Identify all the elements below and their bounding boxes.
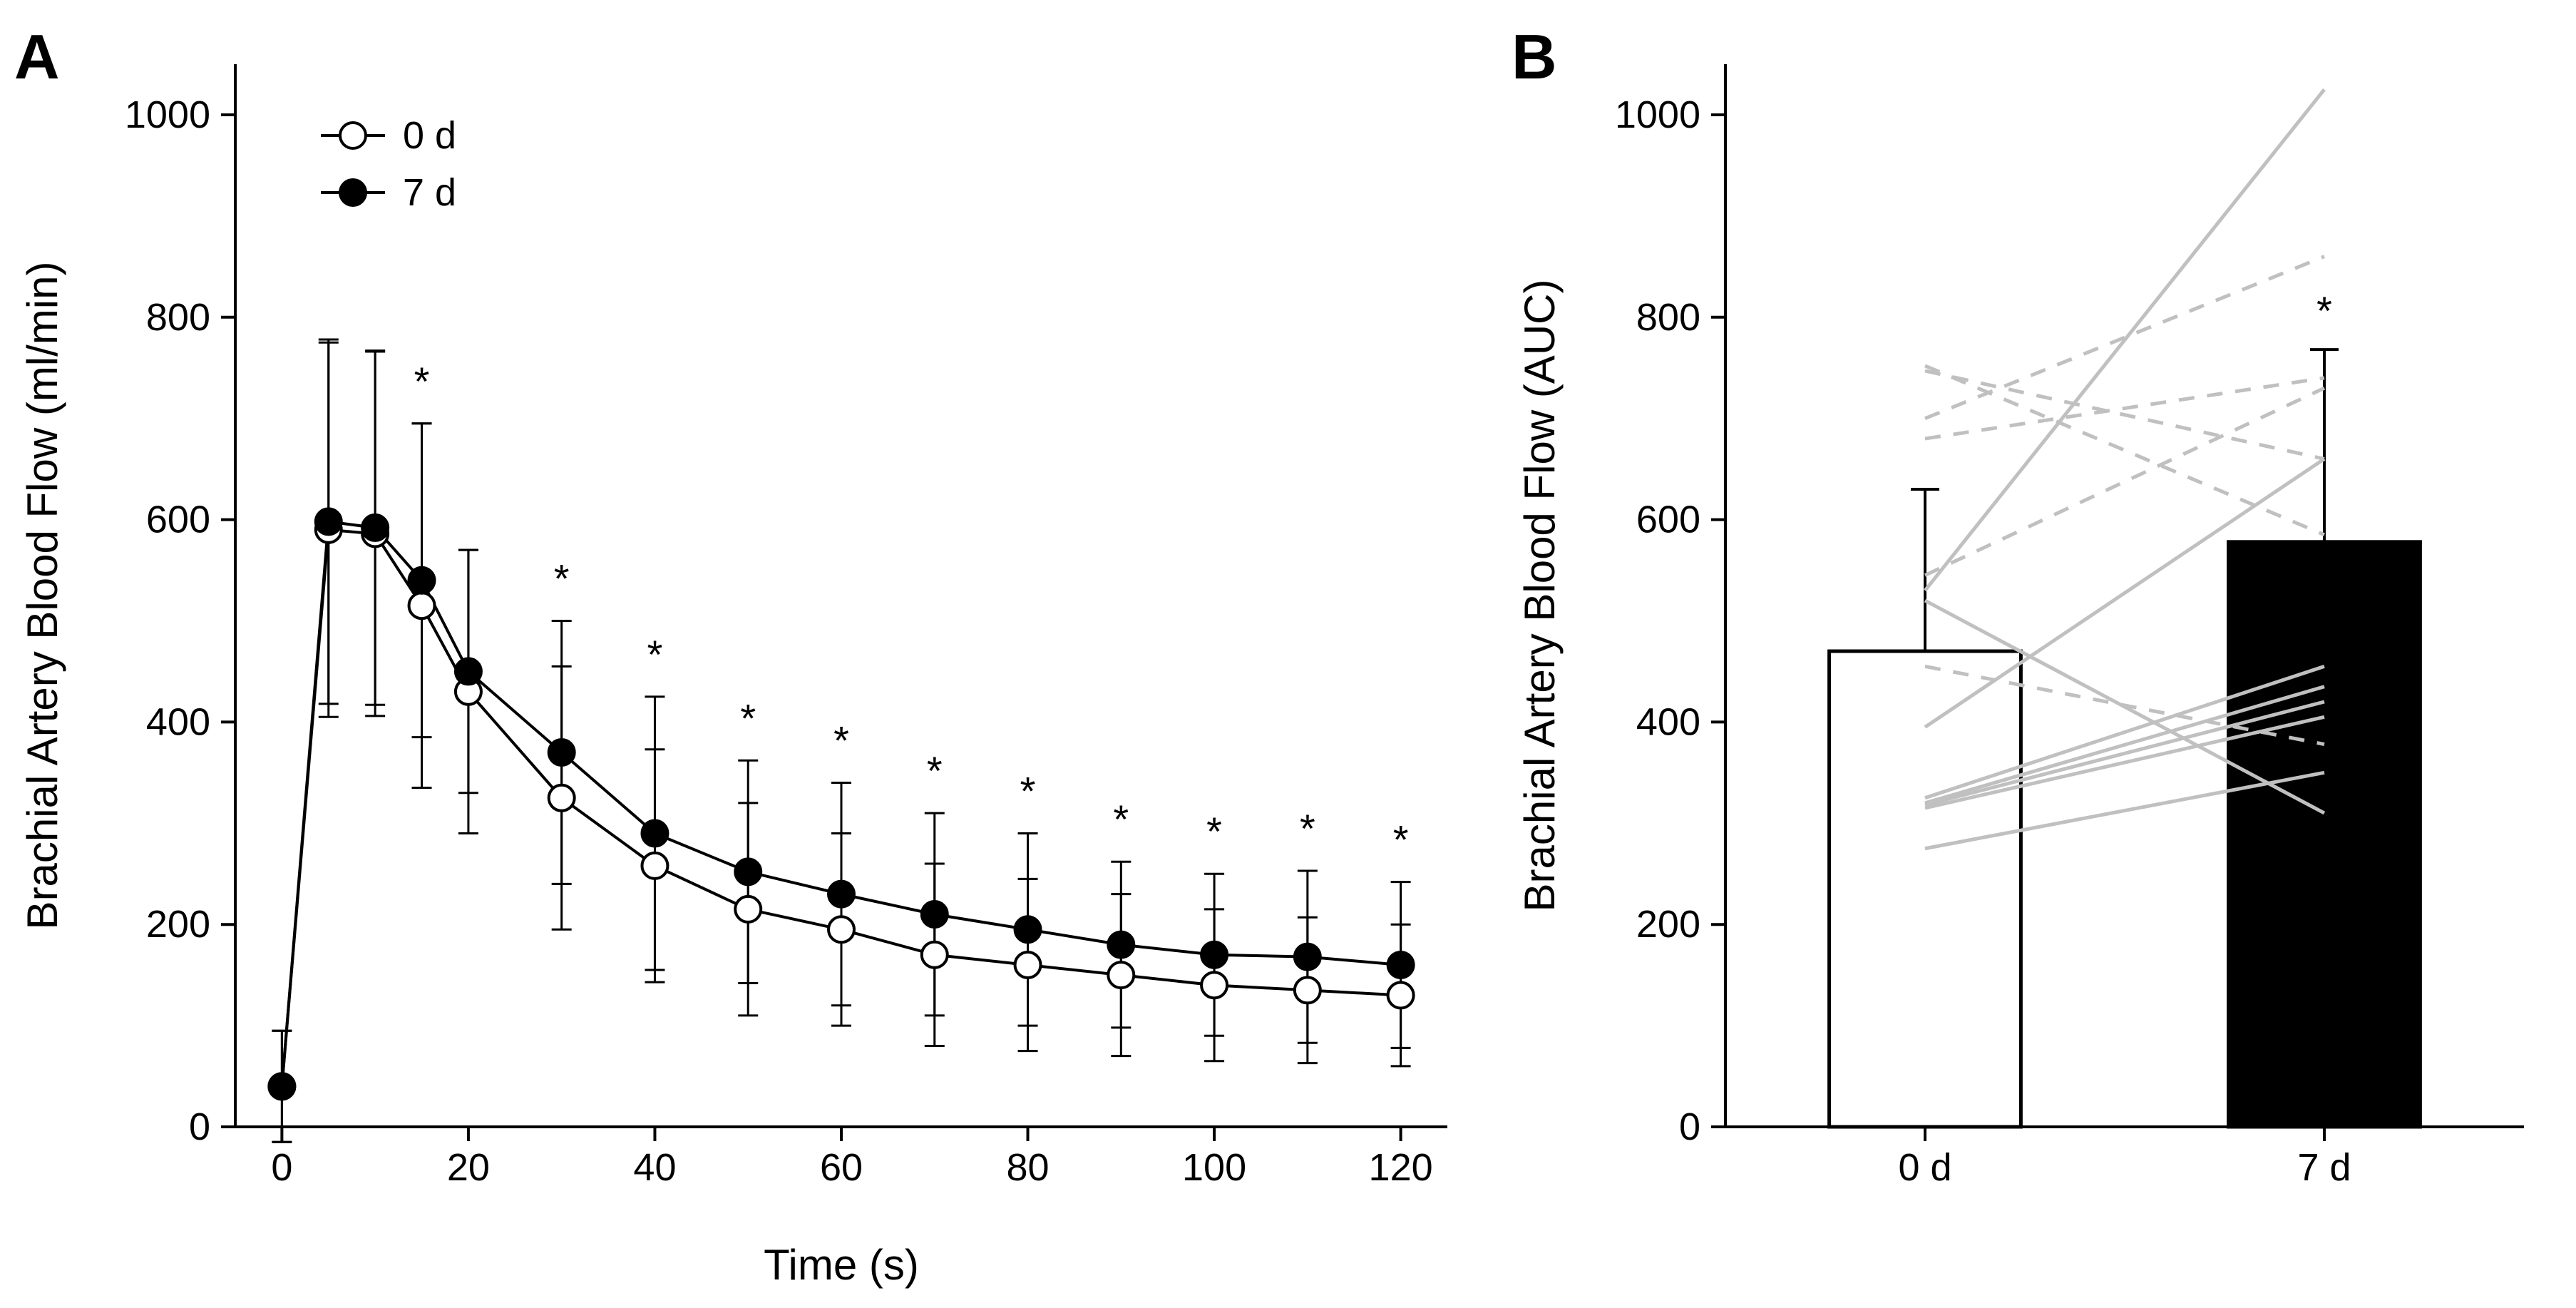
svg-text:*: * [740, 695, 756, 740]
svg-text:B: B [1512, 21, 1557, 92]
svg-text:*: * [647, 632, 663, 677]
svg-text:Brachial Artery Blood Flow (ml: Brachial Artery Blood Flow (ml/min) [19, 262, 66, 930]
figure: A 0 200 400 600 800 1000 0 20 40 60 80 100 120 Time (s… [0, 0, 2576, 1308]
svg-text:*: * [1206, 809, 1222, 854]
panel-a: A 0 200 400 600 800 1000 0 20 40 60 80 100 120 Time (s… [0, 0, 1497, 1308]
svg-text:20: 20 [447, 1146, 490, 1189]
svg-text:400: 400 [1636, 700, 1700, 743]
svg-text:400: 400 [146, 700, 210, 743]
svg-text:1000: 1000 [125, 93, 210, 136]
svg-text:*: * [1020, 768, 1036, 813]
svg-text:*: * [2316, 288, 2332, 333]
svg-text:Time (s): Time (s) [764, 1241, 919, 1289]
svg-text:80: 80 [1006, 1146, 1049, 1189]
svg-text:60: 60 [820, 1146, 863, 1189]
svg-text:0: 0 [271, 1146, 292, 1189]
panel-b-svg: B 0 200 400 600 800 1000 Brachial Artery Blood … [1497, 0, 2576, 1308]
panel-a-svg: A 0 200 400 600 800 1000 0 20 40 60 80 100 120 Time (s… [0, 0, 1497, 1308]
svg-text:120: 120 [1369, 1146, 1433, 1189]
svg-text:800: 800 [1636, 296, 1700, 339]
svg-text:1000: 1000 [1615, 93, 1700, 136]
svg-text:200: 200 [1636, 903, 1700, 946]
panel-b: B 0 200 400 600 800 1000 Brachial Artery Blood … [1497, 0, 2576, 1308]
svg-text:*: * [833, 718, 849, 763]
svg-text:200: 200 [146, 903, 210, 946]
svg-text:*: * [414, 359, 430, 404]
svg-text:*: * [927, 748, 943, 793]
svg-text:800: 800 [146, 296, 210, 339]
svg-text:*: * [1393, 817, 1409, 862]
svg-text:*: * [554, 556, 570, 601]
svg-text:7 d: 7 d [2297, 1146, 2351, 1189]
svg-text:600: 600 [1636, 499, 1700, 541]
svg-text:100: 100 [1182, 1146, 1246, 1189]
svg-text:Brachial Artery Blood Flow (AU: Brachial Artery Blood Flow (AUC) [1516, 280, 1564, 912]
svg-text:0 d: 0 d [1898, 1146, 1951, 1189]
svg-text:*: * [1300, 806, 1315, 851]
svg-text:7 d: 7 d [403, 171, 456, 214]
svg-text:0: 0 [1679, 1105, 1700, 1148]
svg-text:0 d: 0 d [403, 114, 456, 157]
svg-text:*: * [1113, 797, 1129, 842]
svg-text:40: 40 [633, 1146, 676, 1189]
svg-text:600: 600 [146, 499, 210, 541]
svg-text:A: A [14, 21, 60, 92]
svg-text:0: 0 [189, 1105, 210, 1148]
